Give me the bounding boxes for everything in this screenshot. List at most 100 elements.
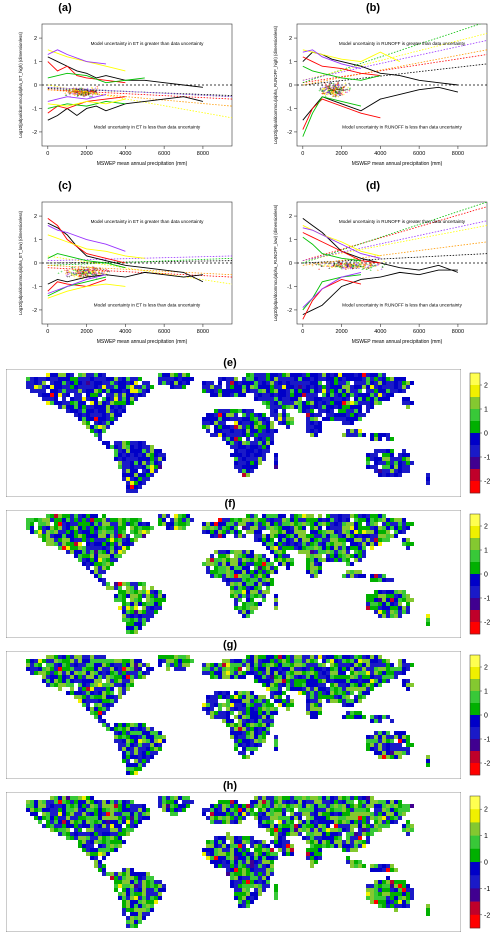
map-cell — [366, 465, 370, 469]
map-cell — [238, 707, 242, 711]
map-cell — [342, 683, 346, 687]
map-cell — [398, 602, 402, 606]
map-cell — [234, 590, 238, 594]
scatter-point: + — [367, 258, 370, 263]
map-cell — [346, 429, 350, 433]
scatter-point: + — [66, 270, 69, 275]
map-cell — [38, 389, 42, 393]
map-cell — [242, 417, 246, 421]
map-cell — [138, 465, 142, 469]
map-cell — [246, 441, 250, 445]
map-cell — [270, 437, 274, 441]
map-cell — [102, 401, 106, 405]
map-cell — [62, 679, 66, 683]
map-cell — [46, 542, 50, 546]
map-cell — [74, 546, 78, 550]
scatter-point: + — [352, 264, 355, 269]
scatter-point: + — [96, 91, 99, 96]
map-cell — [302, 655, 306, 659]
map-cell — [262, 796, 266, 800]
map-cell — [386, 743, 390, 747]
scatter-point: + — [78, 271, 81, 276]
map-cell — [238, 469, 242, 473]
map-cell — [230, 518, 234, 522]
map-cell — [258, 453, 262, 457]
map-cell — [250, 425, 254, 429]
map-cell — [378, 473, 382, 477]
map-cell — [226, 377, 230, 381]
map-cell — [74, 691, 78, 695]
scatter-point: + — [331, 85, 334, 90]
map-cell — [234, 530, 238, 534]
map-cell — [50, 397, 54, 401]
map-cell — [294, 667, 298, 671]
map-cell — [254, 393, 258, 397]
map-cell — [258, 796, 262, 800]
map-cell — [374, 739, 378, 743]
map-cell — [230, 703, 234, 707]
map-cell — [78, 413, 82, 417]
map-cell — [250, 578, 254, 582]
map-cell — [270, 377, 274, 381]
scatter-point: + — [101, 271, 104, 276]
map-cell — [118, 385, 122, 389]
map-cell — [114, 449, 118, 453]
map-cell — [258, 554, 262, 558]
scatter-point: + — [366, 266, 369, 271]
map-cell — [98, 663, 102, 667]
map-cell — [230, 566, 234, 570]
map-cell — [206, 429, 210, 433]
map-cell — [330, 667, 334, 671]
map-cell — [90, 663, 94, 667]
map-cell — [134, 731, 138, 735]
map-cell — [234, 441, 238, 445]
scatter-point: + — [335, 90, 338, 95]
map-cell — [274, 558, 278, 562]
scatter-point: + — [353, 262, 356, 267]
scatter-point: + — [355, 258, 358, 263]
map-cell — [286, 397, 290, 401]
map-cell — [258, 655, 262, 659]
scatter-point: + — [345, 259, 348, 264]
map-cell — [250, 804, 254, 808]
scatter-point: + — [336, 263, 339, 268]
map-cell — [310, 574, 314, 578]
map-cell — [110, 409, 114, 413]
map-cell — [258, 667, 262, 671]
map-cell — [370, 679, 374, 683]
scatter-point: + — [334, 84, 337, 89]
map-cell — [378, 526, 382, 530]
map-cell — [282, 417, 286, 421]
map-cell — [366, 663, 370, 667]
map-cell — [294, 546, 298, 550]
map-cell — [234, 703, 238, 707]
scatter-point: + — [337, 82, 340, 87]
map-cell — [250, 800, 254, 804]
map-cell — [254, 582, 258, 586]
map-cell — [406, 804, 410, 808]
map-cell — [134, 590, 138, 594]
map-cell — [374, 715, 378, 719]
x-tick-label: 6000 — [158, 151, 170, 157]
map-cell — [130, 675, 134, 679]
map-cell — [306, 707, 310, 711]
map-cell — [110, 518, 114, 522]
map-cell — [82, 699, 86, 703]
map-cell — [210, 812, 214, 816]
map-cell — [234, 582, 238, 586]
map-cell — [378, 381, 382, 385]
scatter-point: + — [84, 270, 87, 275]
scatter-point: + — [69, 269, 72, 274]
map-cell — [310, 800, 314, 804]
map-cell — [286, 558, 290, 562]
map-cell — [326, 377, 330, 381]
map-cell — [338, 675, 342, 679]
map-cell — [294, 385, 298, 389]
map-cell — [134, 808, 138, 812]
map-cell — [242, 602, 246, 606]
y-tick-label: 2 — [289, 214, 292, 220]
scatter-point: + — [363, 264, 366, 269]
scatter-point: + — [80, 270, 83, 275]
scatter-point: + — [327, 84, 330, 89]
panel-label-f: (f) — [224, 498, 236, 510]
